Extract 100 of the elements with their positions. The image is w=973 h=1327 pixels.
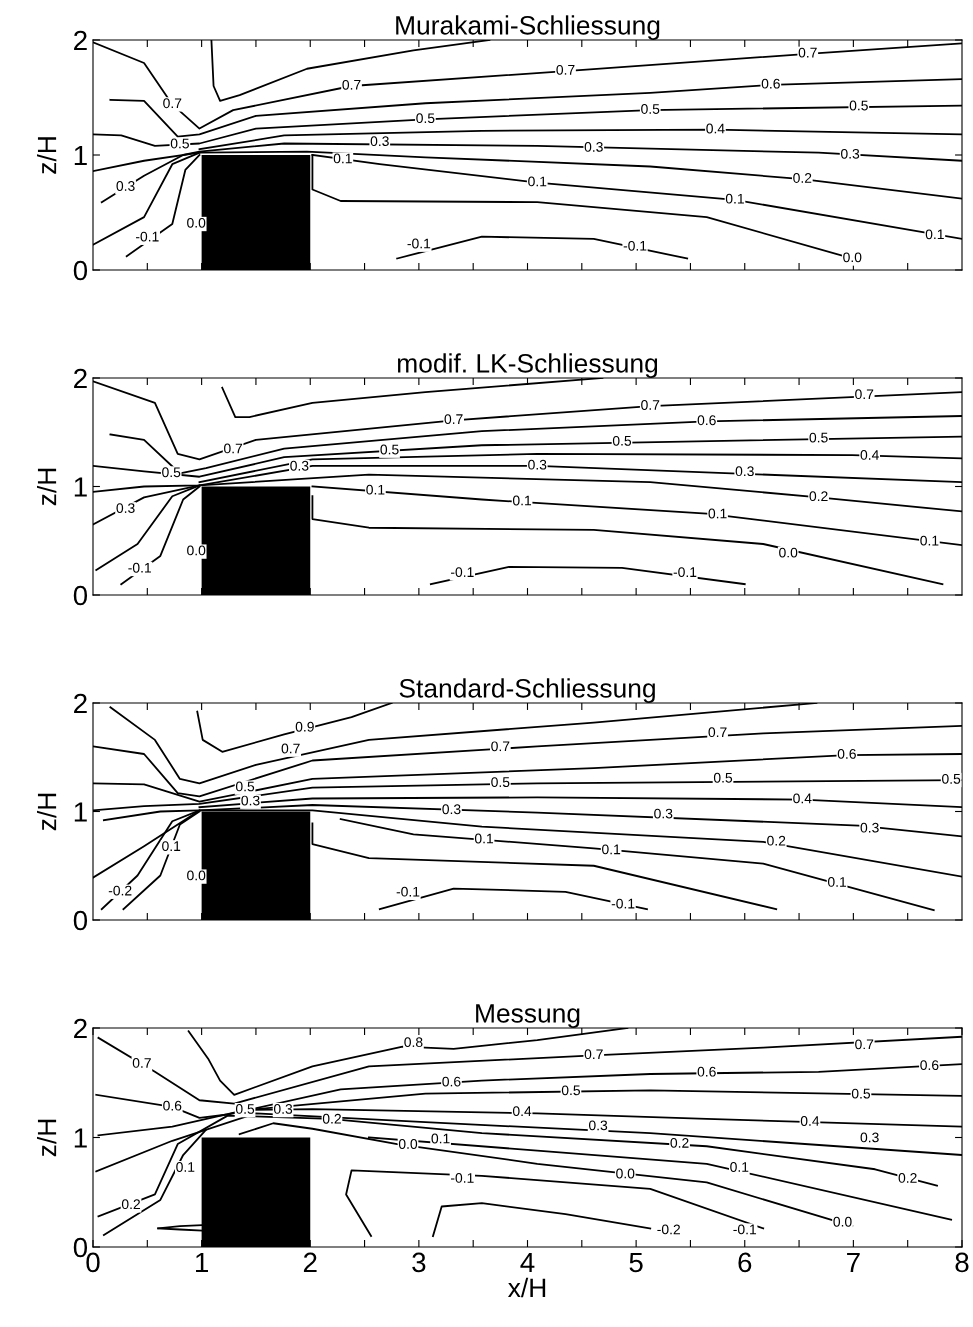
chart-title: modif. LK-Schliessung <box>397 353 658 378</box>
annotation: 0.7 <box>444 414 463 425</box>
annotation: 0.5 <box>612 435 632 446</box>
annotation: 0.9 <box>295 721 314 732</box>
x-tick-label: 5 <box>629 1252 643 1273</box>
annotation: 0.3 <box>735 466 754 477</box>
y-tick-label: 0 <box>73 260 88 281</box>
annotation: 0.5 <box>170 138 189 149</box>
annotation: 0.7 <box>708 727 727 738</box>
annotation: 0.4 <box>512 1106 532 1117</box>
annotation: 0.3 <box>841 148 860 159</box>
annotation: 0.2 <box>670 1137 689 1148</box>
annotation: 0.1 <box>474 833 494 844</box>
annotation: 0.6 <box>697 1066 716 1077</box>
annotation: 0.5 <box>561 1085 581 1096</box>
annotation: 0.3 <box>116 503 135 514</box>
y-tick-label: 1 <box>74 802 87 822</box>
annotation: 0.5 <box>380 444 399 455</box>
annotation: 0.7 <box>491 741 510 752</box>
annotation: -0.1 <box>611 898 635 909</box>
y-tick-label: 1 <box>74 477 87 497</box>
x-tick-label: 8 <box>955 1252 969 1273</box>
annotation: 0.1 <box>925 229 944 240</box>
x-tick-label: 7 <box>847 1252 860 1272</box>
annotation: 0.0 <box>779 547 798 558</box>
y-tick-label: 0 <box>73 910 88 931</box>
annotation: 0.6 <box>761 78 780 89</box>
y-tick-label: 2 <box>74 1018 87 1039</box>
annotation: 0.7 <box>281 743 300 754</box>
annotation: 0.6 <box>837 748 856 759</box>
annotation: 0.2 <box>767 835 786 846</box>
x-tick-label: 1 <box>196 1252 208 1272</box>
x-tick-label: 4 <box>520 1252 535 1272</box>
x-tick-label: 2 <box>303 1252 317 1272</box>
annotation: 0.5 <box>235 1104 255 1114</box>
annotation: 0.3 <box>654 808 673 819</box>
annotation: 0.5 <box>849 100 868 111</box>
annotation: 0.3 <box>370 136 389 147</box>
annotation: 0.3 <box>116 181 135 191</box>
annotation: 0.1 <box>708 508 727 519</box>
annotation: 0.1 <box>431 1133 450 1144</box>
annotation: 0.2 <box>898 1173 917 1183</box>
annotation: 0.1 <box>176 1162 195 1172</box>
annotation: 0.7 <box>855 389 874 400</box>
annotation: 0.8 <box>404 1037 423 1048</box>
annotation: 0.2 <box>809 491 828 502</box>
annotation: 0.5 <box>809 432 828 443</box>
annotation: 0.5 <box>162 467 181 478</box>
annotation: 0.5 <box>851 1088 871 1099</box>
y-axis-title: z/H <box>36 468 57 506</box>
chart-title: Standard-Schliessung <box>399 678 655 703</box>
annotation: 0.1 <box>730 1162 749 1172</box>
annotation: 0.7 <box>342 79 361 90</box>
annotation: 0.1 <box>512 495 532 506</box>
annotation: -0.2 <box>108 885 132 896</box>
y-tick-label: 0 <box>73 1237 88 1258</box>
annotation: 0.3 <box>241 795 260 806</box>
annotation: 0.3 <box>290 460 309 471</box>
annotation: 0.1 <box>602 844 621 855</box>
annotation: -0.1 <box>623 240 647 251</box>
annotation: 0.1 <box>725 193 744 204</box>
y-axis-title: z/H <box>36 793 57 831</box>
annotation: 0.3 <box>442 804 461 815</box>
annotation: -0.1 <box>135 231 159 242</box>
annotation: 0.1 <box>162 841 181 852</box>
annotation: 0.0 <box>187 870 206 881</box>
y-tick-label: 2 <box>74 693 87 714</box>
y-tick-label: 1 <box>74 1128 87 1148</box>
annotation: 0.5 <box>491 777 510 788</box>
annotation: -0.1 <box>450 567 474 578</box>
annotation: 0.0 <box>833 1216 852 1227</box>
annotation: 0.7 <box>132 1058 151 1068</box>
annotation: 0.6 <box>442 1076 461 1087</box>
annotation: -0.1 <box>733 1224 757 1235</box>
annotation: 0.1 <box>827 877 847 887</box>
annotation: -0.1 <box>396 886 420 897</box>
annotation: 0.7 <box>224 443 243 454</box>
annotation: 0.5 <box>416 113 435 124</box>
chart-title: Messung <box>476 1004 580 1028</box>
annotation: 0.1 <box>366 484 385 495</box>
annotation: 0.0 <box>616 1168 635 1179</box>
annotation: 0.1 <box>920 535 939 546</box>
y-tick-label: 2 <box>74 30 87 51</box>
annotation: 0.3 <box>528 459 547 470</box>
annotation: 0.3 <box>860 1132 879 1143</box>
annotation: 0.5 <box>641 104 660 114</box>
x-axis-title: x/H <box>508 1277 546 1298</box>
annotation: 0.7 <box>855 1039 874 1050</box>
annotation: -0.1 <box>450 1173 474 1183</box>
annotation: -0.1 <box>128 562 151 573</box>
annotation: 0.2 <box>793 173 812 183</box>
annotation: 0.0 <box>398 1139 418 1149</box>
y-axis-title: z/H <box>36 1119 57 1157</box>
annotation: 0.6 <box>163 1100 182 1111</box>
annotation: 0.5 <box>713 772 733 783</box>
annotation: 0.3 <box>589 1120 608 1131</box>
y-tick-label: 0 <box>73 585 88 606</box>
annotation: 0.7 <box>556 64 575 75</box>
chart-title: Murakami-Schliessung <box>396 15 660 40</box>
y-axis-title: z/H <box>36 137 57 174</box>
